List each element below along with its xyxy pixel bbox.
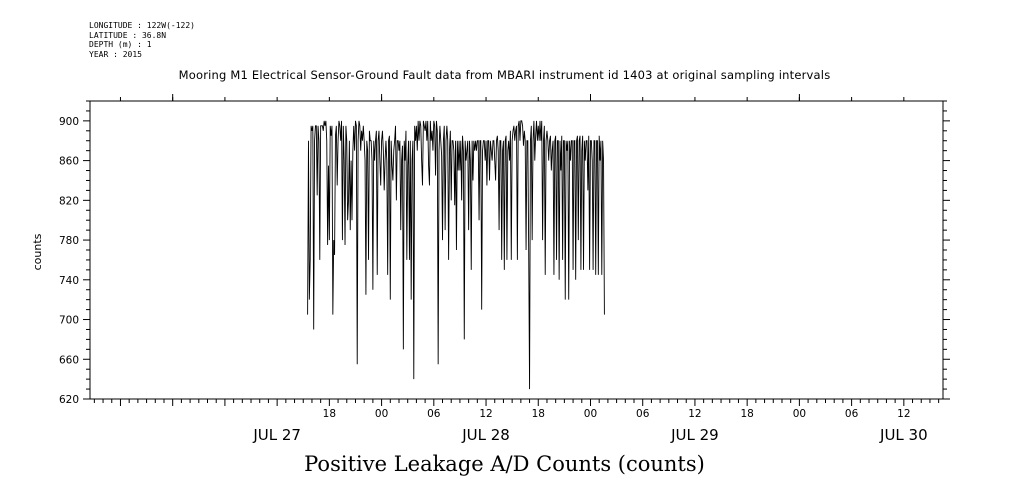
x-axis-title: Positive Leakage A/D Counts (counts) [304, 452, 705, 476]
depth-label: DEPTH (m) : 1 [89, 40, 152, 49]
x-tick-label: 00 [793, 408, 806, 420]
x-day-label: JUL 30 [879, 426, 928, 444]
y-axis-label: counts [31, 233, 44, 270]
y-tick-label: 780 [59, 235, 79, 247]
tick-labels: 620 660 700 740 780 820 860 900 18 00 06 12 18 00 06 12… [59, 116, 928, 444]
x-day-label: JUL 29 [670, 426, 719, 444]
y-tick-label: 740 [59, 275, 79, 287]
x-tick-label: 18 [532, 408, 545, 420]
x-tick-label: 06 [845, 408, 859, 420]
x-tick-label: 12 [688, 408, 701, 420]
metadata-block: LONGITUDE : 122W(-122) LATITUDE : 36.8N … [89, 21, 195, 59]
y-tick-label: 700 [59, 315, 79, 327]
year-label: YEAR : 2015 [89, 49, 142, 59]
x-tick-label: 12 [479, 408, 492, 420]
x-tick-label: 06 [636, 408, 650, 420]
x-tick-label: 00 [375, 408, 388, 420]
y-tick-label: 820 [59, 195, 79, 207]
y-tick-label: 900 [59, 116, 79, 128]
axis-ticks [83, 94, 950, 406]
latitude-label: LATITUDE : 36.8N [89, 30, 167, 40]
longitude-label: LONGITUDE : 122W(-122) [89, 21, 195, 30]
x-tick-label: 00 [584, 408, 597, 420]
y-tick-label: 860 [59, 156, 79, 168]
y-tick-label: 620 [59, 394, 79, 406]
chart-title: Mooring M1 Electrical Sensor-Ground Faul… [178, 68, 831, 82]
x-day-label: JUL 28 [461, 426, 510, 444]
x-day-label: JUL 27 [252, 426, 301, 444]
x-tick-label: 12 [897, 408, 910, 420]
x-tick-label: 18 [740, 408, 753, 420]
x-tick-label: 06 [427, 408, 441, 420]
x-tick-label: 18 [323, 408, 336, 420]
y-tick-label: 660 [59, 354, 79, 366]
data-series-line [307, 120, 605, 390]
